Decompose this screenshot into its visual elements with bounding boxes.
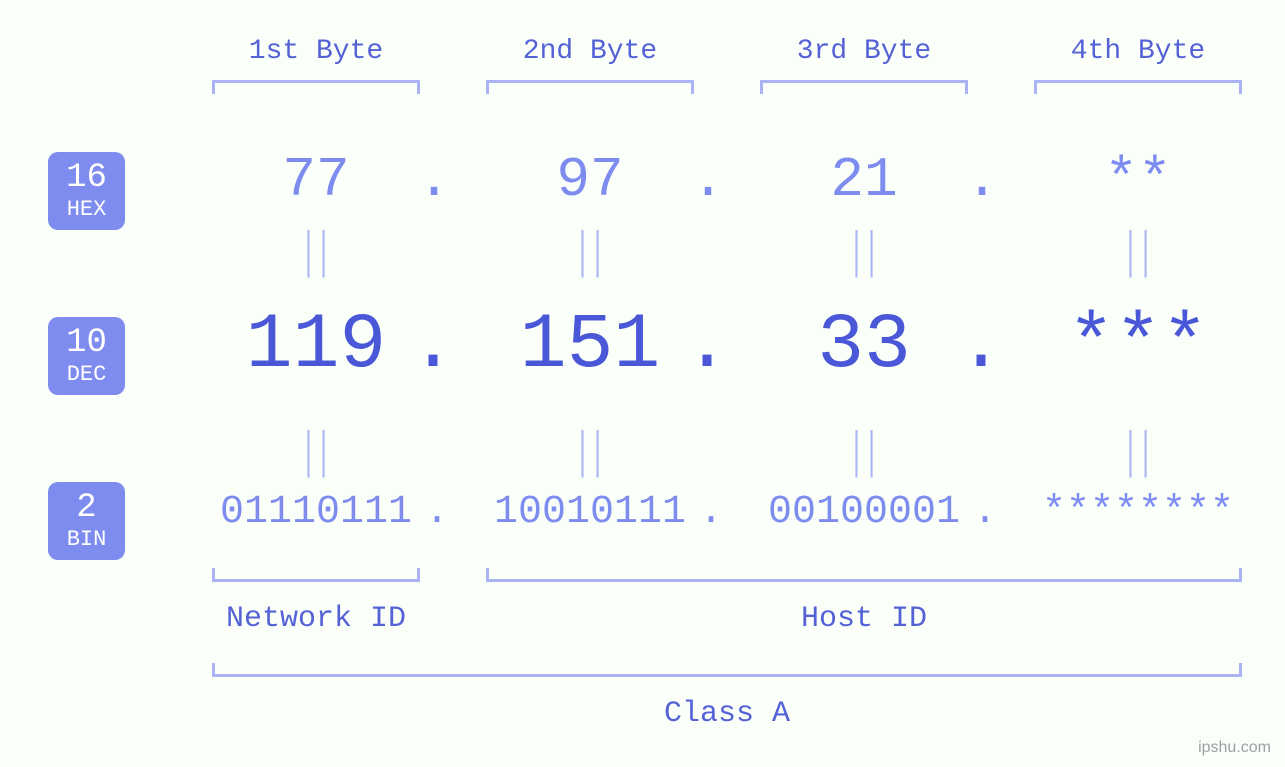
class-label: Class A: [204, 697, 1250, 731]
dec-dot-1: .: [408, 302, 458, 390]
eq-hexdec-3: ||: [802, 225, 925, 282]
dec-byte-2: 151: [478, 302, 702, 390]
dec-byte-1: 119: [204, 302, 428, 390]
dec-dot-3: .: [956, 302, 1006, 390]
eq-hexdec-1: ||: [254, 225, 377, 282]
eq-decbin-1: ||: [254, 425, 377, 482]
bin-byte-1: 01110111: [194, 490, 438, 535]
eq-hexdec-4: ||: [1076, 225, 1199, 282]
host-id-label: Host ID: [478, 602, 1250, 636]
network-id-label: Network ID: [204, 602, 428, 636]
bin-byte-4: ********: [1016, 490, 1260, 535]
byte-header-3: 3rd Byte: [752, 36, 976, 67]
hex-dot-3: .: [962, 148, 1002, 212]
network-id-bracket: [212, 568, 420, 582]
hex-badge: 16 HEX: [48, 152, 125, 230]
hex-byte-1: 77: [204, 148, 428, 212]
bin-dot-1: .: [422, 490, 452, 535]
hex-byte-2: 97: [478, 148, 702, 212]
byte-bracket-3: [760, 80, 968, 94]
eq-decbin-3: ||: [802, 425, 925, 482]
dec-badge-abbr: DEC: [48, 364, 125, 386]
class-bracket: [212, 663, 1242, 677]
bin-badge: 2 BIN: [48, 482, 125, 560]
byte-header-2: 2nd Byte: [478, 36, 702, 67]
dec-badge: 10 DEC: [48, 317, 125, 395]
dec-byte-3: 33: [752, 302, 976, 390]
byte-header-1: 1st Byte: [204, 36, 428, 67]
byte-bracket-1: [212, 80, 420, 94]
dec-dot-2: .: [682, 302, 732, 390]
hex-badge-num: 16: [48, 161, 125, 195]
hex-badge-abbr: HEX: [48, 199, 125, 221]
byte-bracket-2: [486, 80, 694, 94]
bin-byte-2: 10010111: [468, 490, 712, 535]
host-id-bracket: [486, 568, 1242, 582]
bin-dot-2: .: [696, 490, 726, 535]
bin-byte-3: 00100001: [742, 490, 986, 535]
hex-byte-4: **: [1026, 148, 1250, 212]
bin-badge-num: 2: [48, 491, 125, 525]
eq-decbin-2: ||: [528, 425, 651, 482]
hex-dot-1: .: [414, 148, 454, 212]
byte-bracket-4: [1034, 80, 1242, 94]
bin-badge-abbr: BIN: [48, 529, 125, 551]
dec-byte-4: ***: [1026, 302, 1250, 390]
eq-decbin-4: ||: [1076, 425, 1199, 482]
eq-hexdec-2: ||: [528, 225, 651, 282]
byte-header-4: 4th Byte: [1026, 36, 1250, 67]
watermark: ipshu.com: [1198, 739, 1271, 757]
hex-byte-3: 21: [752, 148, 976, 212]
dec-badge-num: 10: [48, 326, 125, 360]
bin-dot-3: .: [970, 490, 1000, 535]
hex-dot-2: .: [688, 148, 728, 212]
